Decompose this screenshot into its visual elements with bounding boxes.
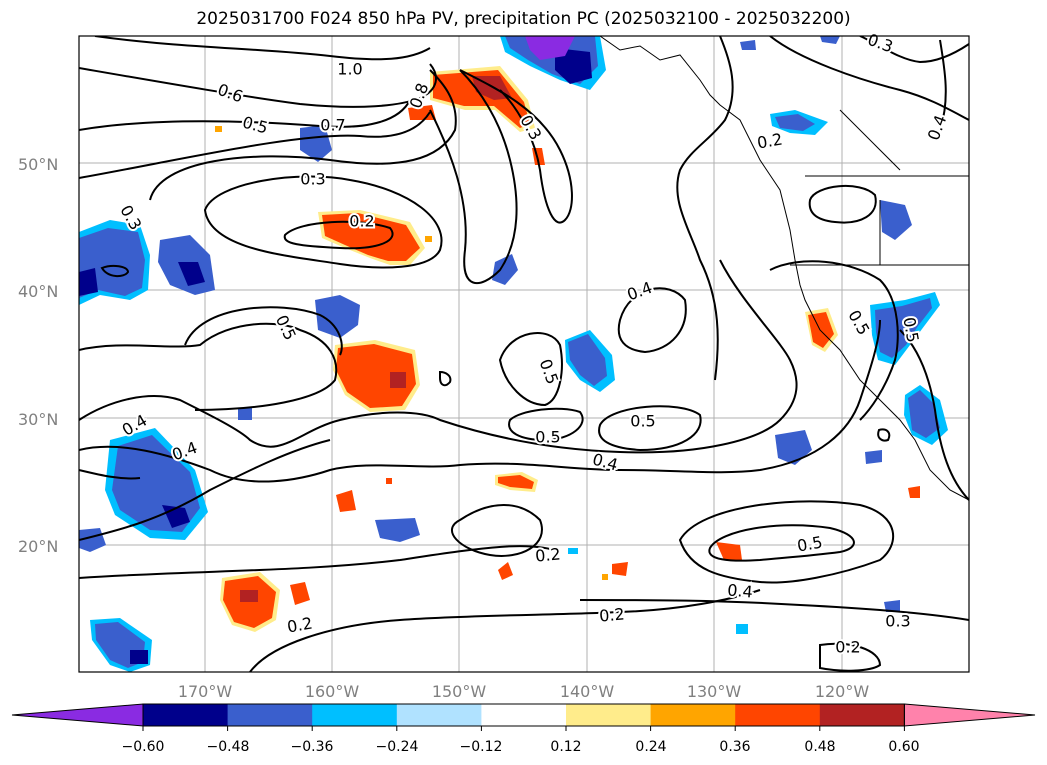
colorbar-extend-low bbox=[11, 703, 144, 727]
contour-label-halo: 0.5 bbox=[899, 316, 922, 344]
map-panel bbox=[79, 36, 969, 672]
lon-label-130w: 130°W bbox=[687, 682, 742, 701]
contour-label-halo: 0.5 bbox=[535, 428, 560, 447]
colorbar-segment bbox=[819, 704, 905, 726]
colorbar-segment bbox=[312, 704, 398, 726]
colorbar-segment bbox=[227, 704, 313, 726]
colorbar-segment bbox=[650, 704, 736, 726]
colorbar-segment bbox=[396, 704, 482, 726]
contour-label-halo: 0.5 bbox=[796, 532, 824, 555]
contour-label: 0.5 bbox=[535, 428, 560, 447]
map-title: 2025031700 F024 850 hPa PV, precipitatio… bbox=[196, 9, 851, 29]
colorbar-frame bbox=[142, 703, 905, 727]
contour-label: 0.2 bbox=[349, 212, 374, 231]
coastlines bbox=[599, 36, 969, 501]
lon-label-160w: 160°W bbox=[305, 682, 360, 701]
lat-label-20: 20°N bbox=[18, 537, 58, 556]
contour-label: 0.5 bbox=[796, 532, 824, 555]
lon-label-170w: 170°W bbox=[178, 682, 233, 701]
contour-label-halo: 0.4 bbox=[727, 580, 754, 601]
contour-label: 0.2 bbox=[286, 613, 314, 636]
contour-label: 0.7 bbox=[320, 116, 345, 135]
contour-label-halo: 0.2 bbox=[349, 212, 374, 231]
colorbar-segment bbox=[481, 704, 567, 726]
colorbar bbox=[11, 703, 1036, 731]
contour-label: 0.5 bbox=[899, 316, 922, 344]
colorbar-label: −0.36 bbox=[291, 739, 334, 755]
contour-label: 0.2 bbox=[598, 604, 625, 625]
colorbar-label: −0.12 bbox=[460, 739, 503, 755]
contour-label-halo: 0.5 bbox=[630, 412, 655, 431]
colorbar-label: 0.60 bbox=[888, 739, 919, 755]
colorbar-label: 0.12 bbox=[550, 739, 581, 755]
contour-label: 0.3 bbox=[300, 170, 325, 189]
colorbar-label: −0.48 bbox=[207, 739, 250, 755]
contour-label-halo: 1.0 bbox=[337, 60, 362, 79]
lon-label-140w: 140°W bbox=[560, 682, 615, 701]
contour-label: 0.2 bbox=[756, 129, 784, 152]
lat-label-30: 30°N bbox=[18, 410, 58, 429]
contour-label-halo: 0.3 bbox=[885, 612, 910, 631]
pv-contours bbox=[79, 36, 969, 672]
lat-label-50: 50°N bbox=[18, 155, 58, 174]
lon-label-150w: 150°W bbox=[432, 682, 487, 701]
colorbar-segment bbox=[566, 704, 652, 726]
colorbar-label: −0.60 bbox=[122, 739, 165, 755]
colorbar-label: 0.24 bbox=[635, 739, 666, 755]
colorbar-segment bbox=[735, 704, 821, 726]
contour-label: 1.0 bbox=[337, 60, 362, 79]
contour-label-halo: 0.2 bbox=[534, 544, 561, 565]
colorbar-label: 0.36 bbox=[719, 739, 750, 755]
longitude-ticks: 170°W 160°W 150°W 140°W 130°W 120°W bbox=[178, 682, 870, 701]
contour-label-halo: 0.2 bbox=[598, 604, 625, 625]
latitude-ticks: 50°N 40°N 30°N 20°N bbox=[18, 155, 58, 556]
lat-label-40: 40°N bbox=[18, 282, 58, 301]
contour-label-halo: 0.2 bbox=[835, 638, 860, 657]
colorbar-extend-high bbox=[903, 703, 1036, 727]
colorbar-label: −0.24 bbox=[376, 739, 419, 755]
contour-label: 0.2 bbox=[534, 544, 561, 565]
contour-label: 0.2 bbox=[835, 638, 860, 657]
contour-labels: 1.01.00.60.60.50.5 0.70.70.80.80.30.30.30… bbox=[114, 28, 952, 659]
contour-label-halo: 0.3 bbox=[300, 170, 325, 189]
colorbar-segment bbox=[143, 704, 229, 726]
contour-label-halo: 0.7 bbox=[320, 116, 345, 135]
contour-label: 0.3 bbox=[885, 612, 910, 631]
contour-label: 0.4 bbox=[727, 580, 754, 601]
colorbar-labels: −0.60 −0.48 −0.36 −0.24 −0.12 0.12 0.24 … bbox=[122, 739, 920, 755]
map-frame bbox=[78, 35, 970, 673]
colorbar-label: 0.48 bbox=[804, 739, 835, 755]
contour-label: 0.5 bbox=[630, 412, 655, 431]
negative-precip-areas bbox=[79, 36, 948, 672]
lon-label-120w: 120°W bbox=[815, 682, 870, 701]
